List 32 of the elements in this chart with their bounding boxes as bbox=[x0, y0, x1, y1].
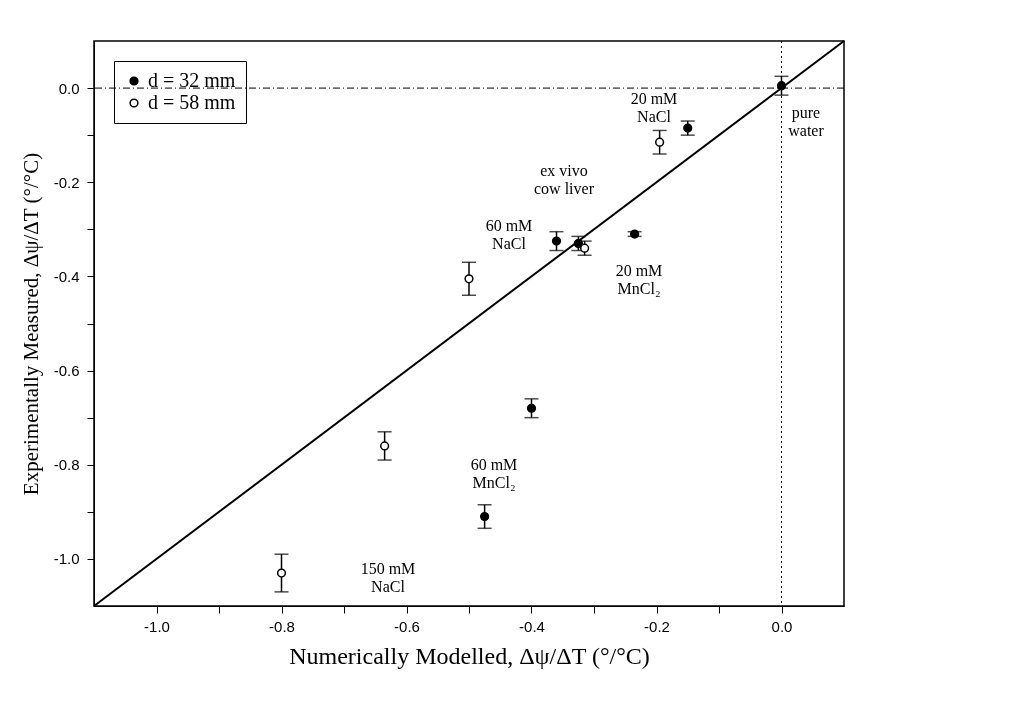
legend-label: d = 32 mm bbox=[148, 69, 236, 91]
point bbox=[480, 511, 490, 522]
point bbox=[655, 137, 665, 147]
point bbox=[776, 81, 787, 91]
y-tick-label: -0.2 bbox=[53, 173, 80, 191]
y-tick-label: -1.0 bbox=[53, 550, 80, 568]
annotation: pure water bbox=[788, 104, 825, 139]
annotation: ex vivo cow liver bbox=[534, 162, 595, 197]
x-axis-title: Numerically Modelled, Δψ/ΔT (°/°C) bbox=[289, 642, 650, 669]
x-tick-label: -1.0 bbox=[144, 617, 170, 635]
point bbox=[551, 236, 562, 246]
point bbox=[380, 441, 390, 451]
annotation: 60 mM NaCl bbox=[485, 217, 533, 252]
point bbox=[276, 568, 287, 578]
x-tick-label: -0.2 bbox=[644, 617, 670, 635]
y-tick-label: 0.0 bbox=[58, 79, 80, 97]
annotation: 150 mM NaCl bbox=[360, 560, 416, 595]
annotation: 60 mM MnCl₂ bbox=[470, 456, 518, 491]
x-tick-label: -0.6 bbox=[394, 617, 420, 635]
annotation: 20 mM NaCl bbox=[630, 90, 678, 125]
x-tick-label: -0.8 bbox=[269, 617, 295, 635]
x-tick-label: 0.0 bbox=[771, 617, 793, 635]
point bbox=[630, 229, 640, 239]
y-tick-label: -0.6 bbox=[53, 362, 80, 380]
annotation: 20 mM MnCl₂ bbox=[615, 262, 663, 297]
point bbox=[464, 274, 474, 284]
y-axis-title: Experimentally Measured, Δψ/ΔT (°/°C) bbox=[18, 152, 43, 496]
x-tick-label: -0.4 bbox=[519, 617, 545, 635]
legend-label: d = 58 mm bbox=[148, 91, 236, 113]
point bbox=[526, 403, 537, 413]
y-tick-label: -0.4 bbox=[53, 267, 80, 285]
y-tick-label: -0.8 bbox=[53, 456, 80, 474]
